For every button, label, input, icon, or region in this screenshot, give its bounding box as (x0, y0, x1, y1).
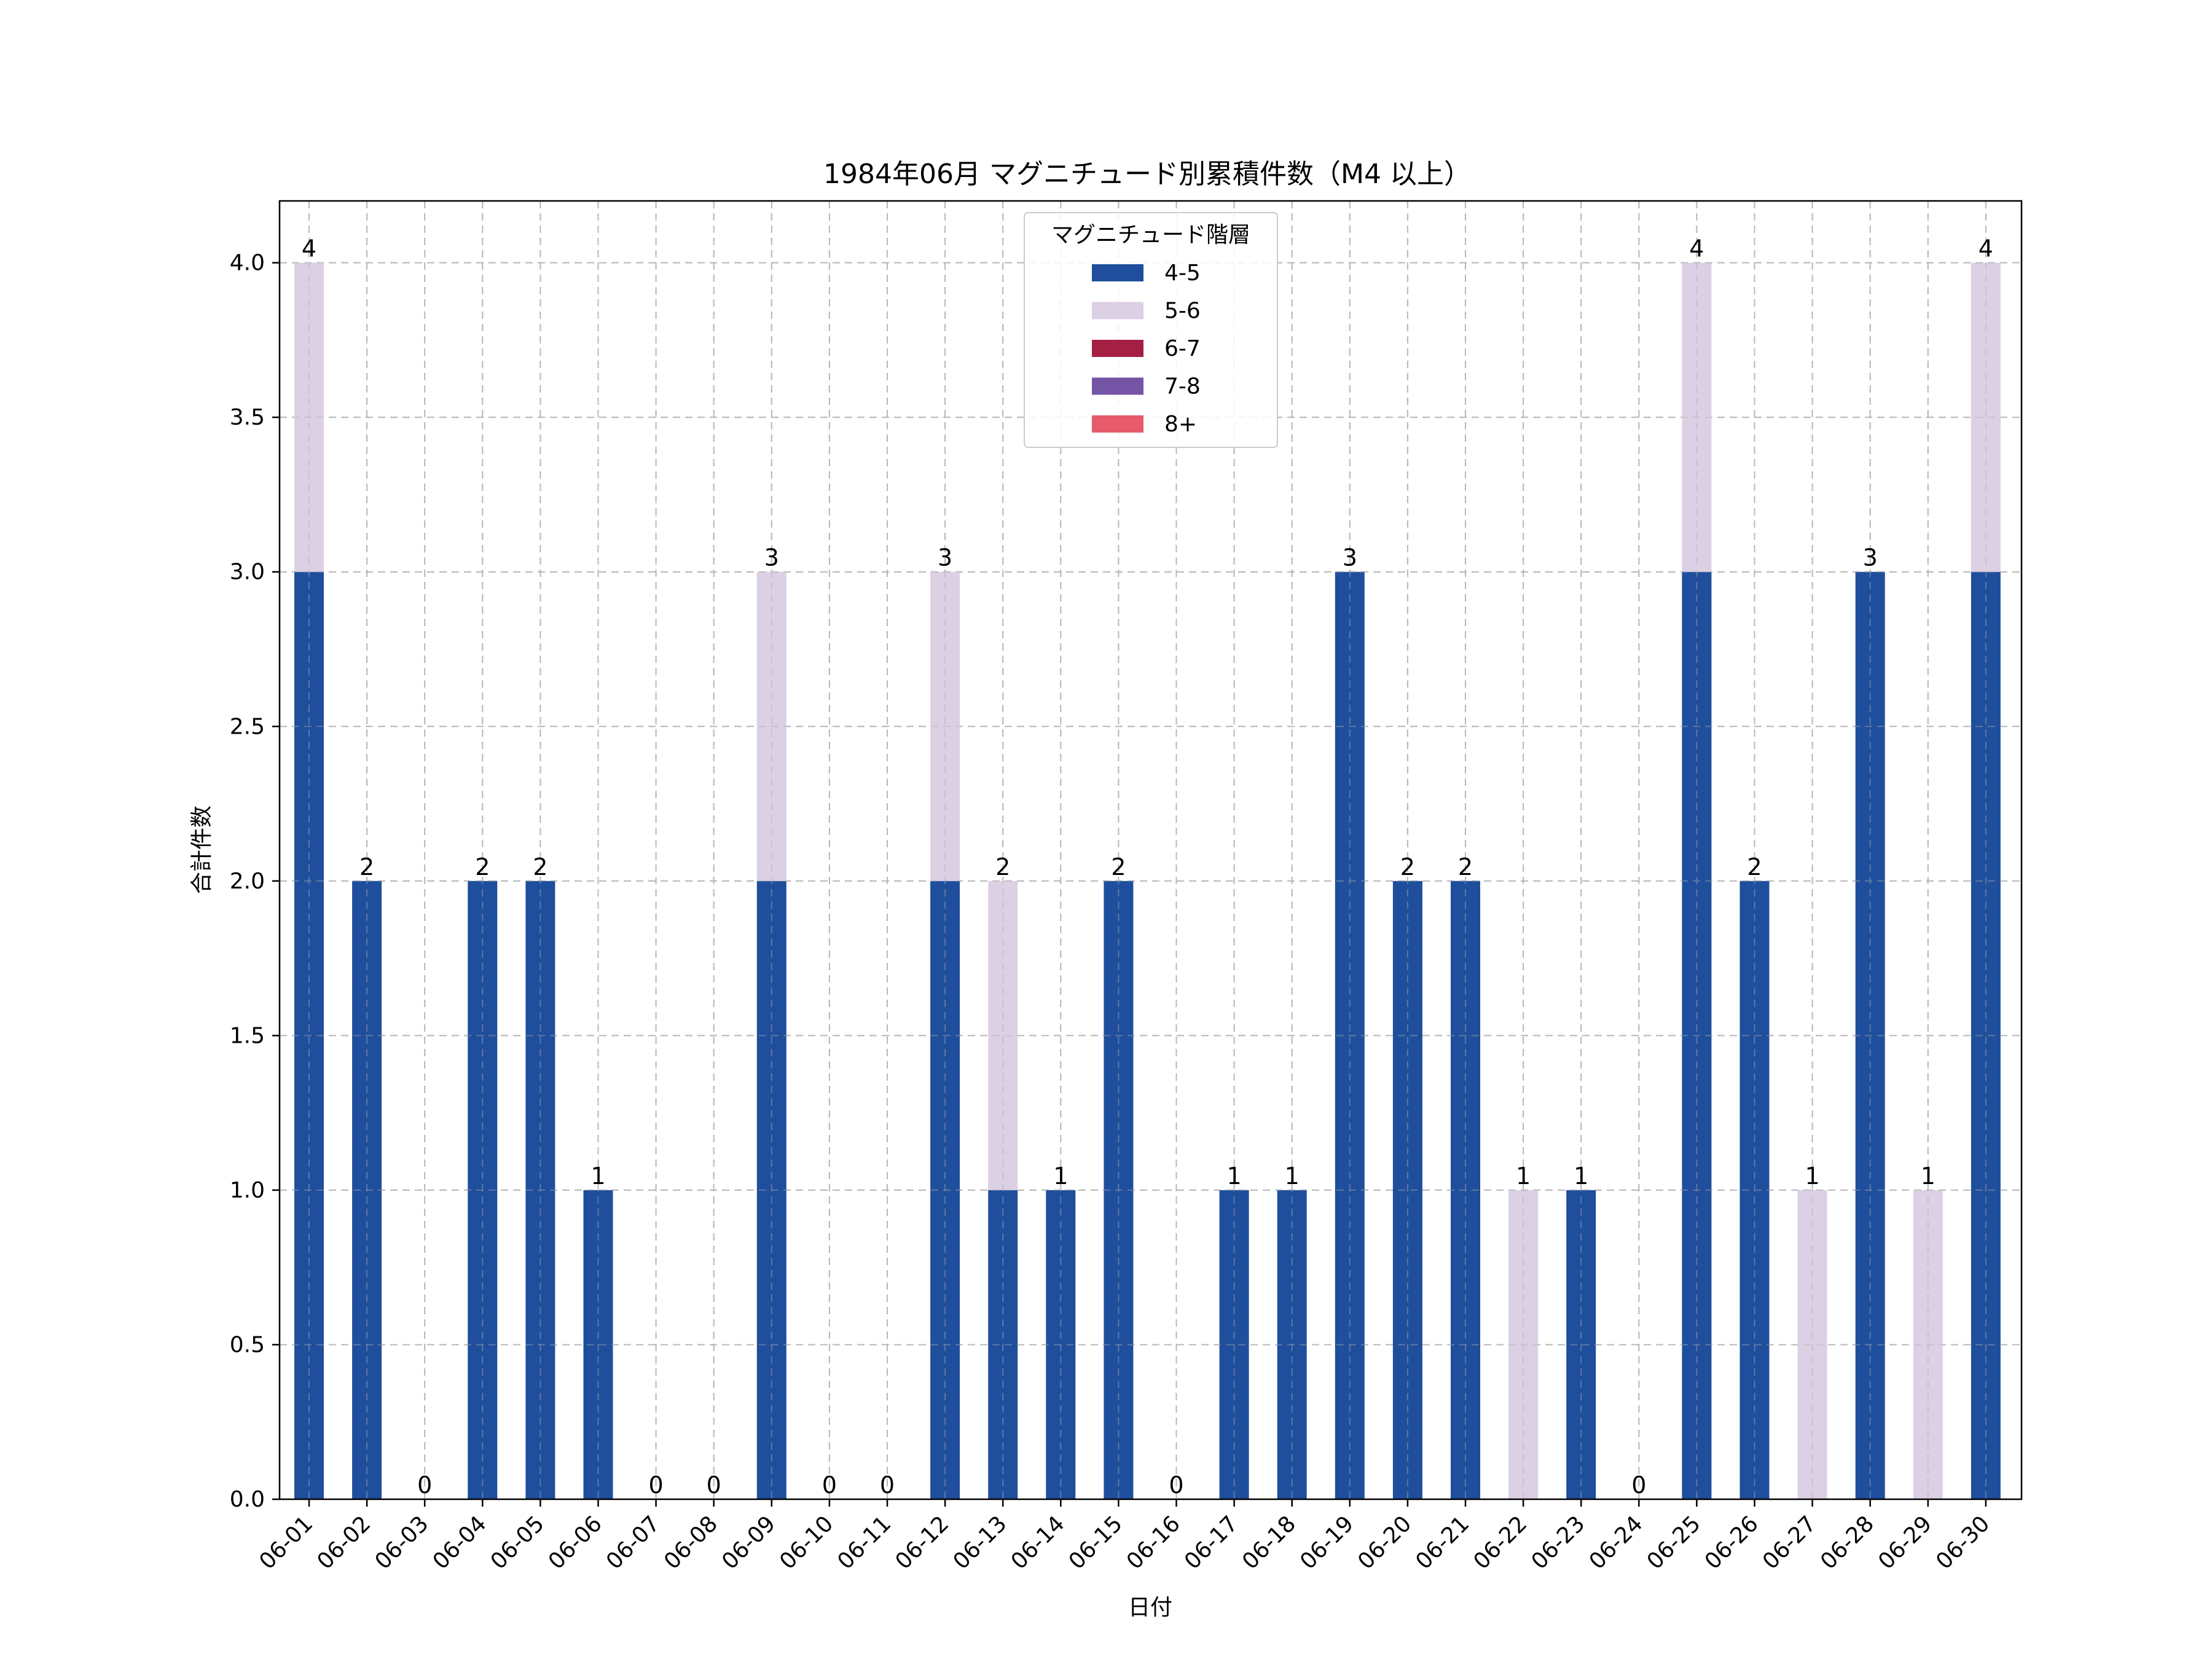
bar-total-label: 1 (1227, 1163, 1242, 1190)
bar-total-label: 2 (1111, 853, 1126, 880)
bar-total-label: 1 (1285, 1163, 1300, 1190)
y-tick-label: 1.0 (230, 1178, 265, 1203)
legend-swatch (1092, 302, 1143, 320)
bar-total-label: 0 (880, 1472, 895, 1499)
bar-segment-4-5 (468, 880, 498, 1499)
legend-swatch (1092, 415, 1143, 433)
y-tick-label: 1.5 (230, 1023, 265, 1048)
bar-total-label: 2 (359, 853, 374, 880)
bar-total-label: 2 (995, 853, 1010, 880)
legend-title: マグニチュード階層 (1051, 222, 1250, 248)
bar-total-label: 3 (1343, 544, 1357, 571)
bar-total-label: 2 (475, 853, 490, 880)
bar-total-label: 1 (1516, 1163, 1531, 1190)
y-tick-label: 0.5 (230, 1332, 265, 1357)
bar-segment-4-5 (525, 880, 555, 1499)
legend-label: 8+ (1164, 412, 1197, 437)
bar-total-label: 3 (938, 544, 952, 571)
bar-labels: 4 2 0 2 2 1 0 0 3 0 0 3 2 1 2 0 1 1 3 2 2 1 1 0 4 2 1 3 1 4 (302, 235, 1993, 1499)
bar-total-label: 0 (822, 1472, 837, 1499)
bar-total-label: 0 (707, 1472, 721, 1499)
bar-segment-4-5 (1392, 880, 1422, 1499)
plot-frame (278, 200, 2023, 1500)
bar-segment-5-6 (756, 571, 786, 881)
bar-segment-4-5 (1277, 1190, 1307, 1499)
bar-total-label: 0 (1631, 1472, 1646, 1499)
bar-total-label: 0 (1169, 1472, 1183, 1499)
bar-segment-4-5 (1566, 1190, 1596, 1499)
bar-segment-4-5 (930, 880, 960, 1499)
legend-label: 5-6 (1164, 299, 1201, 324)
bar-total-label: 1 (1574, 1163, 1588, 1190)
bar-segment-4-5 (352, 880, 382, 1499)
bar-total-label: 0 (649, 1472, 664, 1499)
legend-swatch (1092, 264, 1143, 281)
chart-title: 1984年06月 マグニチュード別累積件数（M4 以上） (823, 159, 1471, 190)
bar-total-label: 3 (764, 544, 779, 571)
bar-total-label: 1 (1805, 1163, 1820, 1190)
bar-total-label: 1 (1921, 1163, 1936, 1190)
y-axis-label: 合計件数 (189, 806, 214, 894)
bar-total-label: 3 (1863, 544, 1878, 571)
legend-swatch (1092, 377, 1143, 395)
bar-segment-4-5 (1335, 571, 1365, 1499)
bar-segment-5-6 (988, 880, 1018, 1190)
bar-segment-4-5 (294, 571, 324, 1499)
bar-segment-5-6 (1797, 1190, 1827, 1499)
y-tick-label: 0.0 (230, 1487, 265, 1512)
bar-segment-5-6 (294, 262, 324, 572)
bar-segment-4-5 (1739, 880, 1770, 1499)
x-axis-label: 日付 (1128, 1595, 1172, 1620)
bar-segment-5-6 (1682, 262, 1712, 572)
legend: マグニチュード階層 4-5 5-6 6-7 7-8 8+ (1024, 212, 1278, 448)
bar-total-label: 2 (533, 853, 547, 880)
bar-segment-4-5 (988, 1190, 1018, 1499)
legend-label: 7-8 (1164, 374, 1201, 399)
legend-label: 4-5 (1164, 261, 1201, 286)
y-tick-label: 2.5 (230, 714, 265, 739)
bar-total-label: 4 (1689, 235, 1704, 262)
legend-swatch (1092, 340, 1143, 357)
bar-segment-5-6 (1508, 1190, 1539, 1499)
y-tick-label: 3.5 (230, 405, 265, 430)
bar-segment-4-5 (1046, 1190, 1076, 1499)
bar-total-label: 1 (590, 1163, 605, 1190)
legend-box (1024, 212, 1278, 448)
bar-segment-4-5 (1219, 1190, 1249, 1499)
bar-segment-5-6 (1971, 262, 2001, 572)
y-axis: 0.0 0.5 1.0 1.5 2.0 2.5 3.0 3.5 4.0 (230, 251, 280, 1512)
bar-segment-4-5 (1451, 880, 1480, 1499)
bar-total-label: 4 (1979, 235, 1993, 262)
y-tick-label: 2.0 (230, 869, 265, 894)
bar-segment-4-5 (583, 1190, 613, 1499)
legend-label: 6-7 (1164, 336, 1201, 361)
bars (294, 262, 2001, 1499)
bar-total-label: 2 (1747, 853, 1762, 880)
bar-total-label: 4 (302, 235, 316, 262)
bar-segment-4-5 (1855, 571, 1885, 1499)
y-tick-label: 3.0 (230, 560, 265, 585)
bar-segment-5-6 (1913, 1190, 1943, 1499)
bar-total-label: 2 (1458, 853, 1473, 880)
bar-segment-4-5 (1971, 571, 2001, 1499)
bar-total-label: 0 (417, 1472, 432, 1499)
bar-segment-5-6 (930, 571, 960, 881)
bar-segment-4-5 (1682, 571, 1712, 1499)
bar-total-label: 2 (1400, 853, 1415, 880)
y-tick-label: 4.0 (230, 251, 265, 276)
bar-segment-4-5 (1104, 880, 1134, 1499)
bar-total-label: 1 (1053, 1163, 1068, 1190)
bar-segment-4-5 (756, 880, 786, 1499)
